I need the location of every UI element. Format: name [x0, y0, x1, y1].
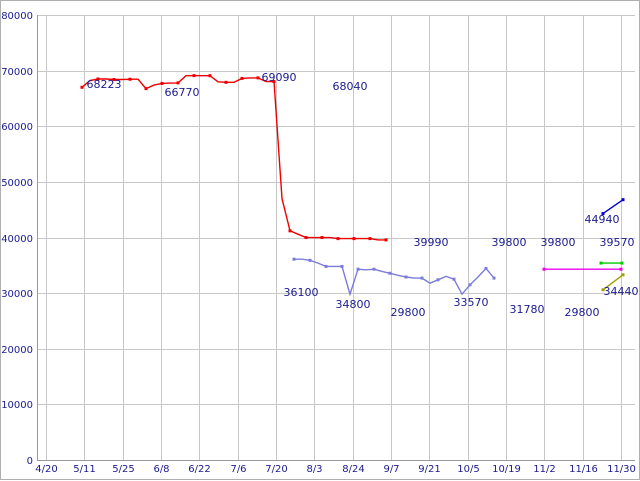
- x-axis-tick-label: 8/3: [306, 464, 322, 475]
- data-point-marker: [80, 85, 84, 89]
- data-point-marker: [620, 261, 624, 265]
- data-point-marker: [404, 275, 408, 279]
- data-point-marker: [308, 258, 312, 262]
- data-point-marker: [621, 198, 625, 202]
- x-axis-tick-label: 9/7: [383, 464, 399, 475]
- data-point-value-label: 39800: [541, 236, 576, 249]
- data-point-marker: [292, 257, 296, 261]
- data-point-marker: [288, 229, 292, 233]
- data-point-marker: [384, 238, 388, 242]
- x-axis-tick-label: 11/2: [533, 464, 555, 475]
- data-point-marker: [320, 236, 324, 240]
- series-line-navy-forecast: [602, 199, 624, 215]
- data-point-value-label: 34440: [604, 285, 639, 298]
- data-point-marker: [160, 81, 164, 85]
- data-point-value-label: 36100: [284, 286, 319, 299]
- x-axis-tick-label: 11/30: [607, 464, 636, 475]
- axis-lines: [37, 15, 635, 461]
- data-point-value-label: 31780: [510, 303, 545, 316]
- data-point-value-label: 39570: [600, 236, 635, 249]
- data-point-marker: [601, 212, 605, 216]
- data-point-marker: [356, 267, 360, 271]
- data-point-marker: [492, 276, 496, 280]
- x-axis-tick-labels: 4/20 5/11 5/25 6/8 6/22 7/6 7/20 8/3 8/24 9/7 9/21…: [35, 464, 636, 475]
- data-point-value-label: 39990: [414, 236, 449, 249]
- data-point-marker: [372, 267, 376, 271]
- x-axis-tick-label: 11/16: [569, 464, 598, 475]
- data-point-marker: [256, 76, 260, 80]
- data-point-value-label: 44940: [585, 213, 620, 226]
- data-point-value-label: 29800: [391, 306, 426, 319]
- x-axis-tick-label: 4/20: [35, 464, 57, 475]
- data-point-marker: [208, 74, 212, 78]
- data-point-marker: [192, 74, 196, 78]
- data-point-marker: [128, 77, 132, 81]
- data-point-marker: [144, 87, 148, 91]
- x-axis-tick-label: 5/11: [73, 464, 95, 475]
- data-point-marker: [272, 80, 276, 84]
- data-point-value-label: 68223: [87, 78, 122, 91]
- data-point-marker: [484, 266, 488, 270]
- series-line-periwinkle: [294, 258, 495, 297]
- y-axis-tick-label: 30000: [1, 289, 33, 300]
- y-axis-tick-label: 0: [27, 456, 33, 467]
- data-point-value-label: 29800: [565, 306, 600, 319]
- data-point-marker: [112, 78, 116, 82]
- y-axis-tick-labels: 0 10000 20000 30000 40000 50000 60000 70000 8000…: [1, 11, 33, 467]
- y-axis-tick-label: 40000: [1, 234, 33, 245]
- x-axis-tick-label: 5/25: [112, 464, 134, 475]
- x-axis-tick-label: 7/20: [265, 464, 287, 475]
- y-axis-tick-label: 70000: [1, 67, 33, 78]
- data-point-marker: [468, 283, 472, 287]
- y-axis-tick-label: 60000: [1, 122, 33, 133]
- data-point-value-label: 68040: [333, 80, 368, 93]
- data-point-marker: [388, 271, 392, 275]
- data-point-marker: [176, 81, 180, 85]
- gridlines: [37, 15, 635, 460]
- x-axis-tick-label: 6/22: [188, 464, 210, 475]
- y-axis-tick-label: 10000: [1, 400, 33, 411]
- data-point-marker: [599, 261, 603, 265]
- data-point-value-label: 66770: [165, 86, 200, 99]
- data-point-value-label: 34800: [336, 298, 371, 311]
- data-point-marker: [340, 264, 344, 268]
- y-axis-tick-label: 50000: [1, 178, 33, 189]
- x-axis-tick-label: 6/8: [153, 464, 169, 475]
- data-point-marker: [452, 277, 456, 281]
- data-point-value-label: 33570: [454, 296, 489, 309]
- x-axis-tick-label: 10/5: [457, 464, 479, 475]
- y-axis-tick-label: 20000: [1, 345, 33, 356]
- series-line-olive-forecast: [602, 274, 624, 291]
- x-axis-tick-label: 10/19: [492, 464, 521, 475]
- data-point-value-label: 69090: [262, 71, 297, 84]
- x-axis-tick-label: 8/24: [342, 464, 364, 475]
- data-point-marker: [601, 288, 605, 292]
- data-point-marker: [96, 77, 100, 81]
- x-axis-tick-label: 7/6: [230, 464, 246, 475]
- x-axis-tick-label: 9/21: [418, 464, 440, 475]
- data-point-marker: [368, 237, 372, 241]
- data-series-group: [80, 74, 625, 297]
- data-point-marker: [240, 76, 244, 80]
- data-point-marker: [436, 278, 440, 282]
- data-point-marker: [621, 273, 625, 277]
- series-line-red: [81, 74, 386, 241]
- data-point-marker: [224, 80, 228, 84]
- data-point-marker: [304, 236, 308, 240]
- data-point-marker: [336, 237, 340, 241]
- data-point-marker: [542, 267, 546, 271]
- data-point-marker: [352, 237, 356, 241]
- data-point-marker: [619, 267, 623, 271]
- data-point-marker: [420, 276, 424, 280]
- data-point-value-label: 39800: [492, 236, 527, 249]
- y-axis-tick-label: 80000: [1, 11, 33, 22]
- data-point-labels: 68223 66770 69090 68040 39990 39800 39800 39570…: [87, 71, 639, 319]
- data-point-marker: [324, 264, 328, 268]
